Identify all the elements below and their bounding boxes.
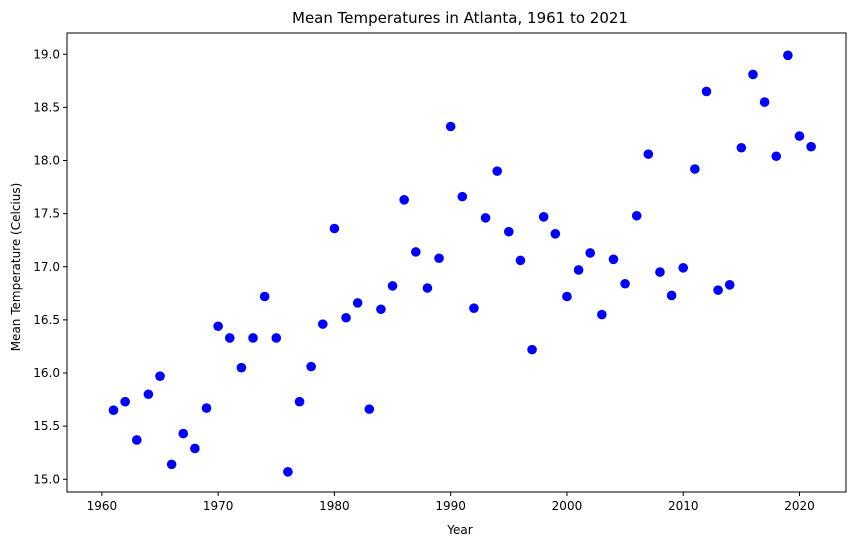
- data-point: [620, 278, 630, 289]
- data-point: [631, 210, 642, 221]
- data-point: [306, 361, 316, 372]
- data-point: [283, 467, 293, 477]
- data-point: [666, 290, 677, 301]
- y-tick-label: 15.5: [33, 419, 60, 433]
- data-point: [562, 291, 572, 302]
- data-point: [387, 281, 398, 291]
- data-point: [713, 285, 723, 295]
- data-point: [550, 229, 561, 239]
- y-tick-label: 16.5: [33, 313, 60, 327]
- data-point: [108, 405, 119, 415]
- data-point: [783, 50, 793, 61]
- x-tick-label: 2010: [668, 499, 699, 513]
- data-point: [538, 212, 549, 222]
- data-point: [120, 396, 130, 407]
- chart-title: Mean Temperatures in Atlanta, 1961 to 20…: [292, 9, 628, 27]
- data-point: [655, 267, 665, 277]
- data-point: [294, 396, 305, 407]
- y-axis-label: Mean Temperature (Celcius): [9, 183, 23, 352]
- data-point: [213, 321, 223, 332]
- y-tick-label: 15.0: [33, 472, 60, 486]
- data-point: [317, 319, 328, 329]
- data-point: [515, 255, 526, 266]
- x-tick-label: 1980: [319, 499, 350, 513]
- data-point: [155, 371, 165, 381]
- data-point: [190, 443, 200, 454]
- data-point: [527, 344, 537, 355]
- data-point: [806, 141, 816, 152]
- data-point: [236, 362, 247, 373]
- data-point: [585, 248, 596, 258]
- x-axis-ticks: 1960 1970 1980 1990 2000 2010 2020: [87, 492, 815, 513]
- data-point: [771, 151, 782, 162]
- data-point: [457, 191, 468, 202]
- data-point: [701, 86, 712, 97]
- y-tick-label: 18.0: [33, 154, 60, 168]
- data-point: [399, 195, 409, 205]
- y-axis-ticks: 15.0 15.5 16.0 16.5 17.0 17.5 18.0 18.5 19.0: [33, 47, 67, 486]
- data-points: [108, 50, 816, 477]
- data-point: [166, 459, 177, 470]
- data-point: [376, 304, 386, 315]
- y-tick-label: 19.0: [33, 47, 60, 61]
- x-tick-label: 1970: [203, 499, 234, 513]
- y-tick-label: 17.5: [33, 207, 60, 221]
- data-point: [469, 303, 479, 313]
- data-point: [364, 404, 375, 414]
- data-point: [434, 253, 444, 264]
- data-point: [504, 226, 514, 237]
- data-point: [422, 283, 433, 293]
- data-point: [224, 333, 235, 343]
- data-point: [608, 254, 619, 265]
- data-point: [759, 97, 770, 107]
- data-point: [748, 69, 758, 80]
- x-tick-label: 2000: [552, 499, 583, 513]
- data-point: [131, 435, 142, 445]
- data-point: [724, 280, 735, 290]
- data-point: [794, 131, 805, 141]
- data-point: [352, 298, 363, 308]
- data-point: [341, 312, 351, 323]
- x-tick-label: 1960: [87, 499, 118, 513]
- data-point: [736, 142, 747, 153]
- data-point: [573, 265, 584, 275]
- x-tick-label: 2020: [784, 499, 815, 513]
- data-point: [248, 333, 258, 343]
- data-point: [143, 389, 154, 400]
- y-tick-label: 18.5: [33, 100, 60, 114]
- data-point: [445, 121, 456, 132]
- data-point: [201, 403, 212, 413]
- data-point: [480, 213, 491, 223]
- x-axis-label: Year: [446, 523, 472, 537]
- data-point: [259, 291, 270, 302]
- data-point: [271, 333, 282, 343]
- data-point: [597, 309, 607, 320]
- data-point: [178, 428, 189, 439]
- data-point: [690, 164, 700, 174]
- data-point: [643, 149, 654, 159]
- data-point: [411, 247, 421, 257]
- data-point: [678, 263, 689, 273]
- x-tick-label: 1990: [435, 499, 466, 513]
- y-tick-label: 17.0: [33, 260, 60, 274]
- plot-area-frame: [66, 32, 847, 493]
- data-point: [329, 223, 340, 234]
- y-tick-label: 16.0: [33, 366, 60, 380]
- data-point: [492, 166, 502, 176]
